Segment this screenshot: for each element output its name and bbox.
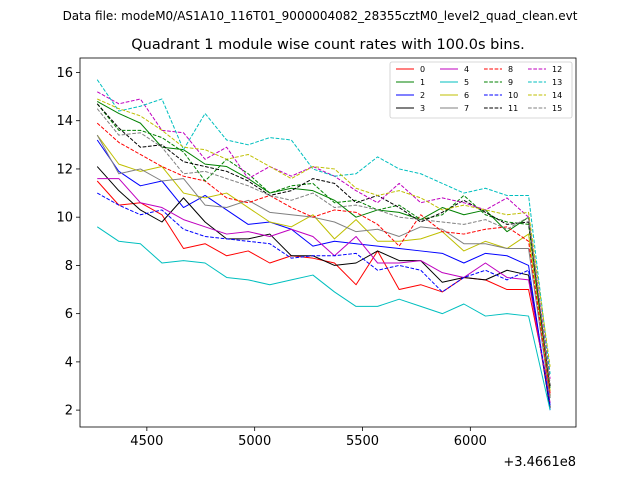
legend-label-8: 8: [508, 65, 513, 74]
legend-label-5: 5: [464, 78, 469, 87]
legend-label-4: 4: [464, 65, 469, 74]
series-line-5: [96, 226, 551, 411]
legend-label-11: 11: [508, 104, 518, 113]
x-axis: 4500 5000 5500 6000: [130, 427, 487, 449]
y-tick-label: 6: [65, 307, 73, 322]
series-line-9: [96, 103, 551, 389]
series-line-8: [96, 122, 551, 394]
series-line-3: [96, 166, 551, 408]
y-axis: 2 4 6 8 10 12 14 16: [56, 66, 80, 419]
x-tick-label: 5000: [238, 434, 271, 449]
legend-label-13: 13: [552, 78, 562, 87]
y-tick-label: 12: [56, 162, 73, 177]
series-line-2: [96, 139, 551, 411]
series-line-13: [96, 79, 551, 374]
legend-label-7: 7: [464, 104, 469, 113]
legend-label-15: 15: [552, 104, 562, 113]
legend-label-1: 1: [420, 78, 425, 87]
chart-suptitle: Data file: modeM0/AS1A10_116T01_90000040…: [63, 9, 578, 23]
y-tick-label: 8: [65, 259, 73, 274]
x-tick-label: 5500: [346, 434, 379, 449]
legend-label-9: 9: [508, 78, 513, 87]
series-line-12: [97, 91, 551, 379]
legend-label-0: 0: [420, 65, 425, 74]
legend-label-3: 3: [420, 104, 425, 113]
legend-label-2: 2: [420, 91, 425, 100]
series-line-15: [96, 108, 551, 384]
legend-label-10: 10: [508, 91, 518, 100]
series-line-1: [97, 100, 551, 399]
series-line-10: [97, 192, 551, 406]
legend-label-12: 12: [552, 65, 562, 74]
plot-frame: [79, 57, 577, 428]
y-tick-label: 16: [56, 66, 73, 81]
series-line-7: [96, 134, 551, 399]
x-tick-label: 4500: [130, 434, 163, 449]
series-line-14: [97, 98, 551, 367]
series-line-4: [97, 178, 551, 403]
y-tick-label: 14: [56, 114, 73, 129]
y-tick-label: 2: [65, 404, 73, 419]
legend-label-14: 14: [552, 91, 562, 100]
x-axis-offset-label: +3.4661e8: [503, 455, 576, 470]
legend-frame: [389, 61, 573, 119]
series-layer: [96, 79, 551, 411]
chart-title: Quadrant 1 module wise count rates with …: [131, 37, 525, 53]
y-tick-label: 10: [56, 211, 73, 226]
legend-label-6: 6: [464, 91, 469, 100]
y-tick-label: 4: [65, 355, 73, 370]
x-tick-label: 6000: [454, 434, 487, 449]
